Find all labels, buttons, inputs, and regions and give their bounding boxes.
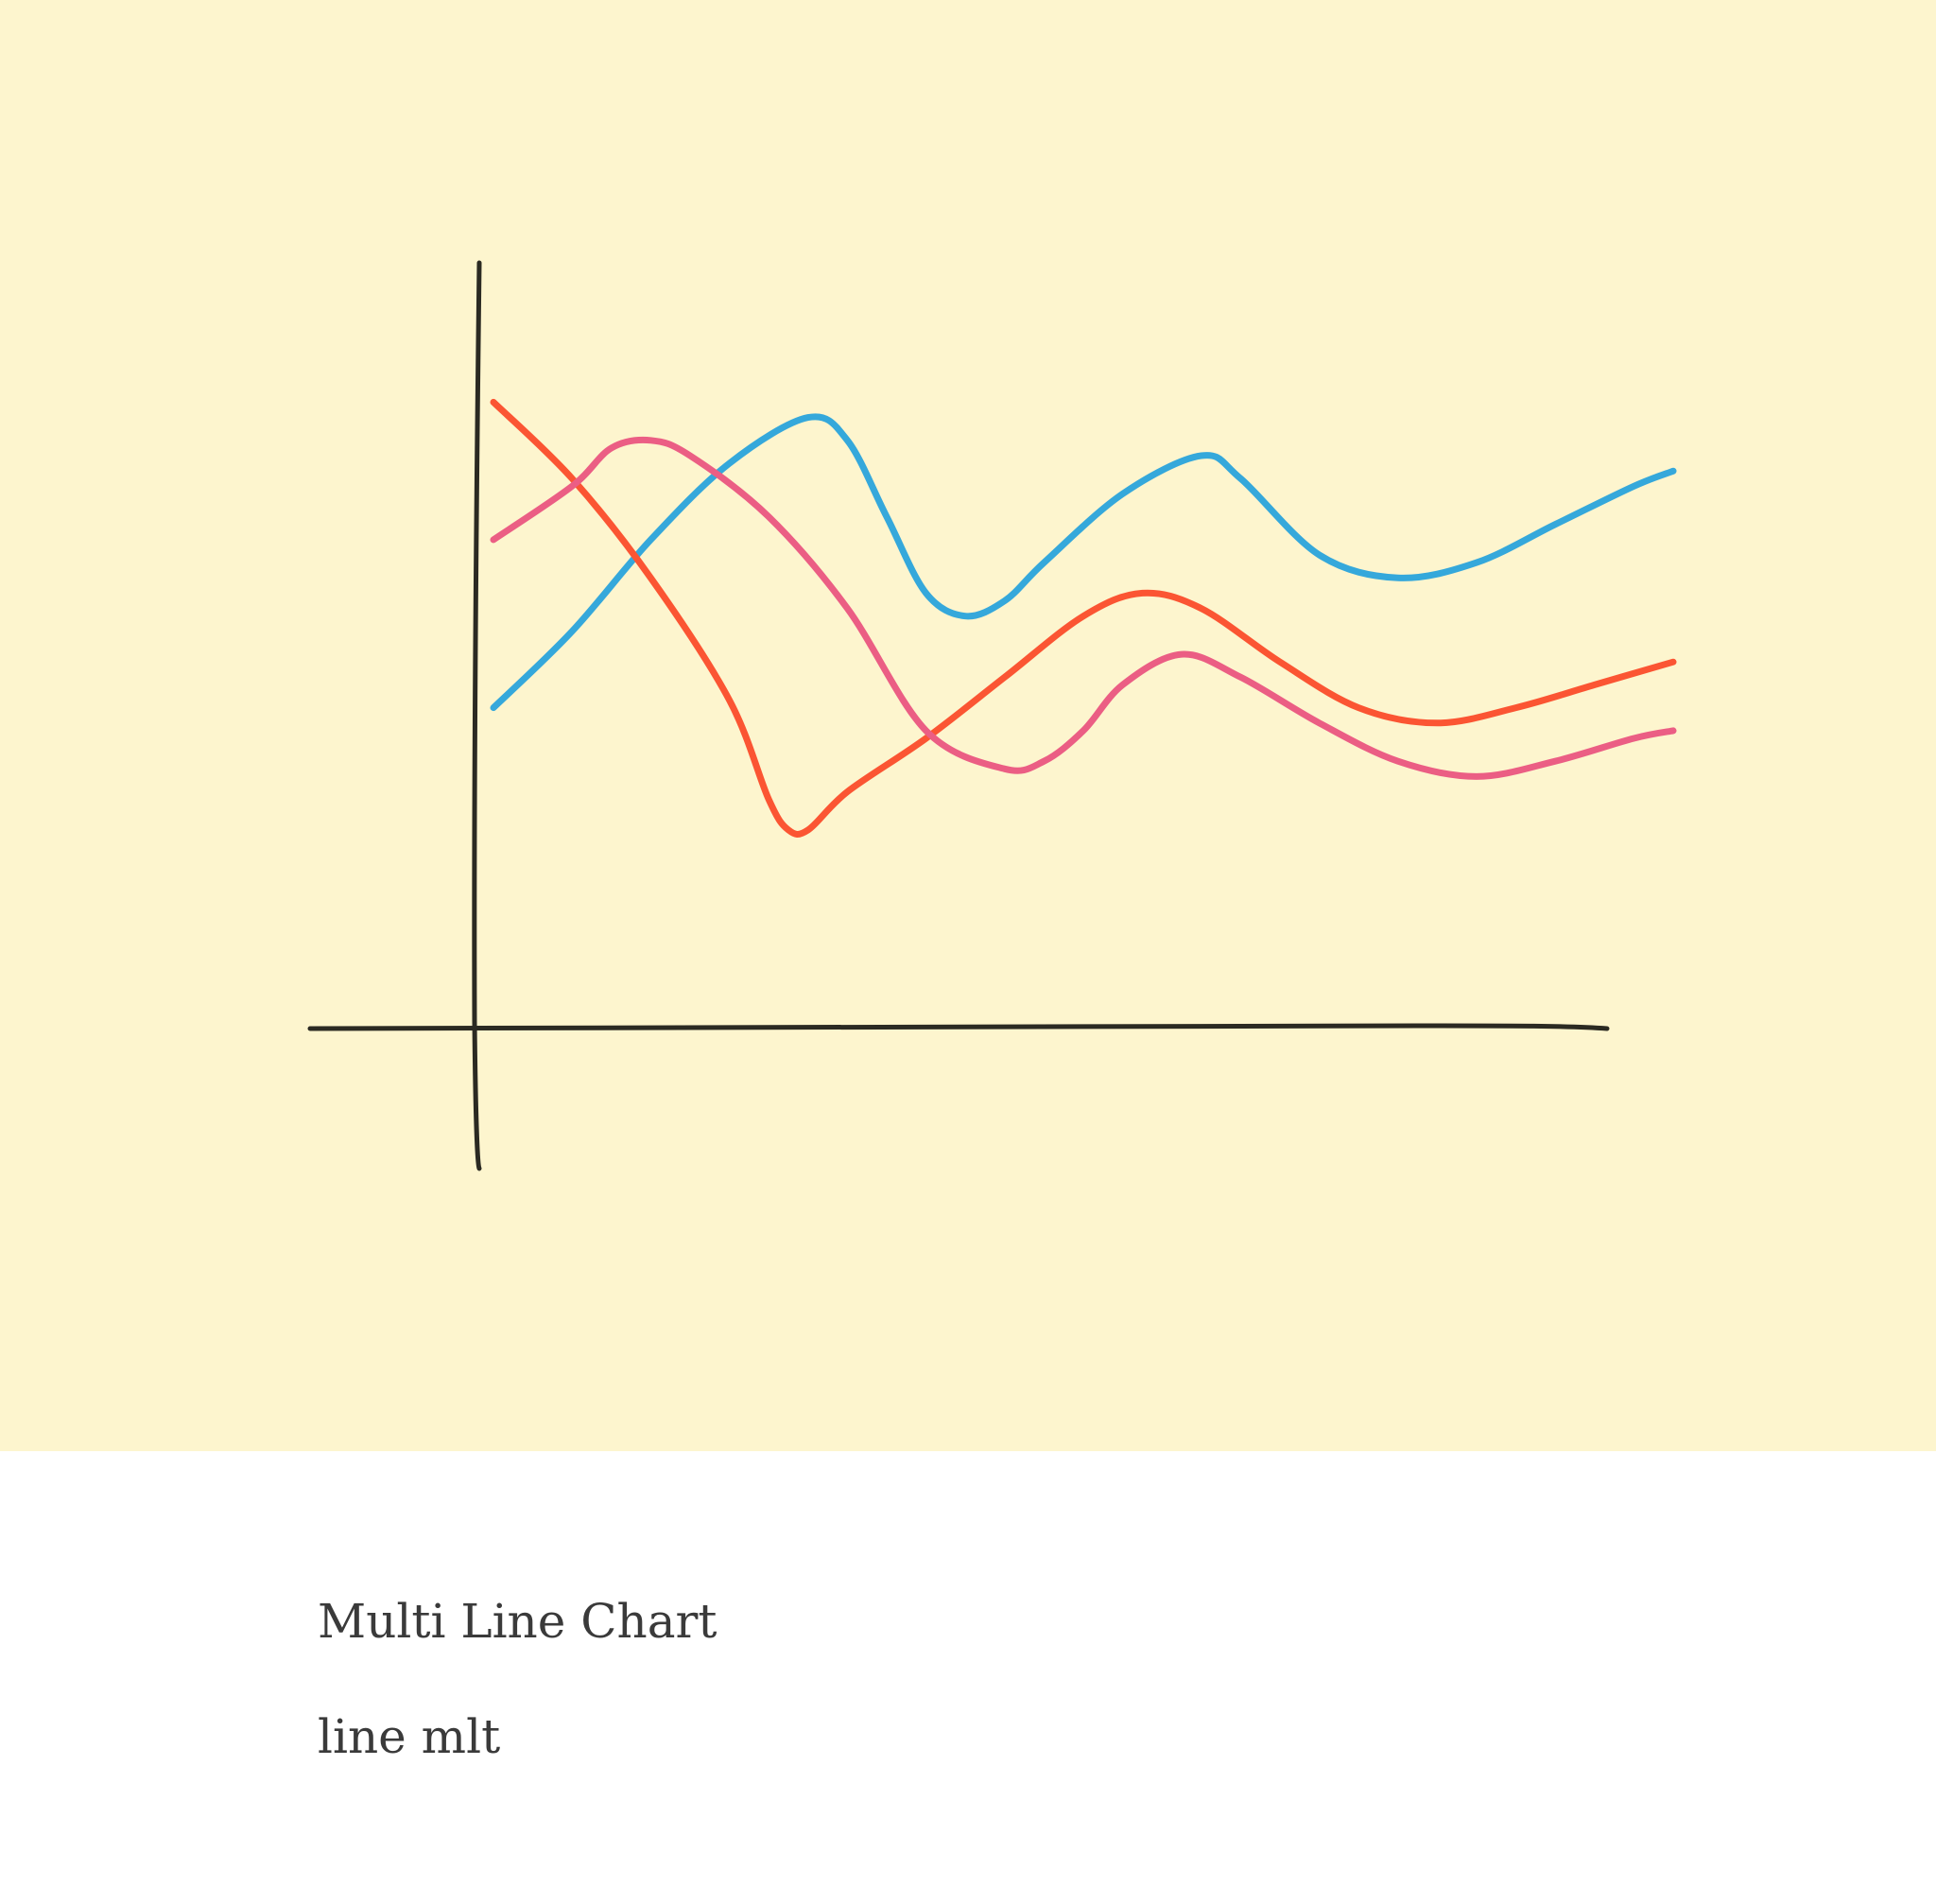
series-layer [490,398,1677,838]
chart-title: Multi Line Chart [318,1594,717,1649]
series-line-2 [490,398,1677,838]
x-axis [307,1023,1610,1031]
chart-panel [0,0,1936,1451]
series-line-3 [490,436,1677,780]
chart-background [0,0,1936,1451]
line-chart [0,0,1936,1451]
y-axis [472,260,482,1171]
chart-subtitle: line mlt [318,1709,501,1764]
